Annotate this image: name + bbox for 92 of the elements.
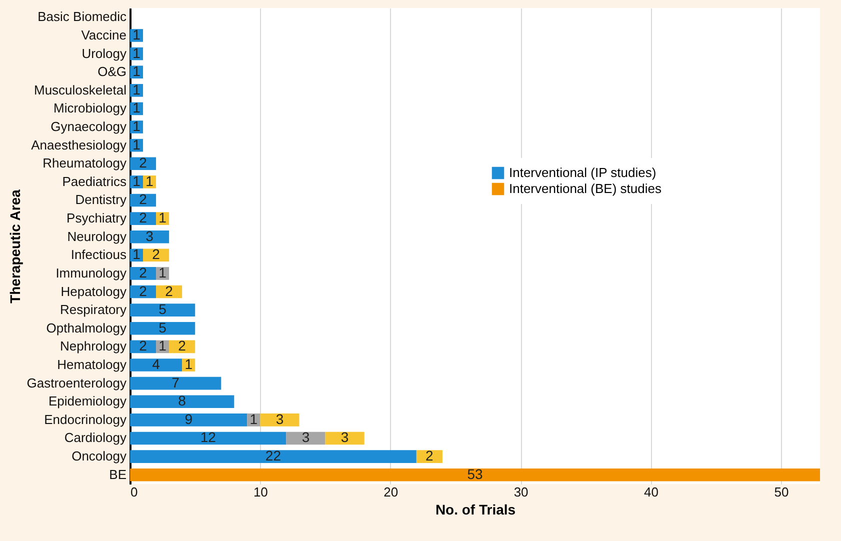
- x-tick-label: 0: [130, 484, 138, 500]
- y-tick-label: Oncology: [72, 448, 127, 464]
- data-label: 3: [276, 410, 284, 427]
- x-tick-label: 20: [384, 484, 398, 500]
- legend-label: Interventional (BE) studies: [509, 181, 662, 196]
- y-tick-label: Rheumatology: [42, 156, 127, 171]
- data-label: 2: [152, 246, 160, 262]
- data-label: 1: [146, 172, 154, 189]
- y-tick-label: O&G: [98, 64, 126, 80]
- data-label: 1: [132, 246, 141, 262]
- bar: [260, 414, 300, 426]
- data-label: 1: [132, 26, 141, 42]
- data-label: 7: [172, 374, 180, 390]
- data-label: 12: [200, 429, 216, 446]
- data-label: 2: [139, 338, 148, 354]
- y-tick-label: Hematology: [57, 357, 127, 372]
- bar: [130, 432, 286, 445]
- y-tick-label: Basic Biomedic: [38, 9, 127, 24]
- data-label: 5: [158, 319, 167, 336]
- bar: [130, 358, 182, 372]
- data-label: 1: [132, 136, 141, 152]
- bar: [130, 395, 234, 408]
- y-tick-label: Neurology: [67, 228, 127, 244]
- bar: [130, 322, 196, 335]
- y-tick-label: Vaccine: [81, 27, 126, 42]
- bar: [286, 432, 326, 445]
- data-label: 1: [158, 264, 167, 280]
- data-label: 5: [158, 301, 167, 318]
- bar: [130, 212, 156, 225]
- x-tick-label: 40: [644, 484, 658, 500]
- y-tick-label: Respiratory: [60, 302, 127, 318]
- data-label: 1: [158, 210, 167, 226]
- bar: [130, 157, 156, 170]
- y-tick-label: Endocrinology: [44, 412, 127, 427]
- data-label: 9: [184, 410, 193, 427]
- bar: [325, 432, 364, 445]
- data-label: 2: [165, 282, 174, 299]
- data-label: 1: [132, 172, 141, 189]
- x-tick-label: 50: [774, 484, 789, 500]
- y-tick-label: Nephrology: [60, 338, 127, 354]
- y-tick-label: Paediatrics: [62, 174, 127, 189]
- data-label: 1: [132, 81, 141, 98]
- data-label: 1: [158, 338, 167, 354]
- y-tick-label: Musculoskeletal: [34, 82, 127, 98]
- y-tick-label: Gynaecology: [50, 119, 127, 134]
- data-label: 53: [467, 466, 483, 482]
- data-label: 1: [184, 356, 193, 372]
- y-tick-label: Immunology: [56, 265, 127, 280]
- data-label: 2: [139, 264, 148, 280]
- y-tick-label: Anaesthesiology: [31, 137, 127, 152]
- data-label: 3: [302, 429, 310, 446]
- y-tick-label: Psychiatry: [66, 210, 127, 226]
- y-tick-label: Opthalmology: [46, 320, 127, 336]
- bar: [130, 267, 156, 280]
- bar: [130, 414, 248, 426]
- bar: [130, 468, 820, 482]
- x-tick-label: 30: [514, 484, 528, 500]
- data-label: 2: [139, 191, 148, 208]
- bar: [143, 248, 170, 262]
- data-label: 22: [265, 448, 282, 464]
- y-tick-label: Hepatology: [60, 284, 127, 299]
- bar: [130, 450, 416, 463]
- y-tick-label: Microbiology: [54, 100, 127, 116]
- data-label: 1: [132, 118, 141, 134]
- data-label: 1: [132, 100, 141, 116]
- data-label: 2: [139, 154, 148, 171]
- bar: [416, 450, 442, 463]
- data-label: 2: [178, 338, 186, 354]
- y-tick-label: BE: [109, 466, 127, 482]
- y-tick-label: Gastroenterology: [26, 375, 127, 390]
- legend-label: Interventional (IP studies): [509, 165, 656, 180]
- data-label: 1: [250, 410, 258, 427]
- x-axis-title: No. of Trials: [435, 502, 516, 518]
- y-tick-label: Dentistry: [75, 192, 127, 208]
- data-label: 3: [146, 228, 154, 244]
- y-tick-label: Urology: [82, 46, 127, 61]
- x-tick-label: 10: [253, 484, 268, 500]
- data-label: 2: [139, 282, 148, 299]
- y-axis-title: Therapeutic Area: [6, 189, 23, 304]
- y-tick-label: Cardiology: [64, 430, 127, 446]
- bar: [130, 230, 170, 244]
- data-label: 2: [139, 210, 148, 226]
- data-label: 1: [132, 63, 141, 80]
- data-label: 8: [178, 392, 186, 409]
- y-tick-label: Epidemiology: [48, 394, 127, 409]
- bar: [130, 376, 222, 390]
- bar: [130, 304, 196, 316]
- data-label: 1: [132, 44, 141, 61]
- data-label: 2: [426, 448, 434, 464]
- data-label: 4: [152, 356, 160, 372]
- y-tick-label: Infectious: [70, 247, 127, 262]
- data-label: 3: [340, 429, 349, 446]
